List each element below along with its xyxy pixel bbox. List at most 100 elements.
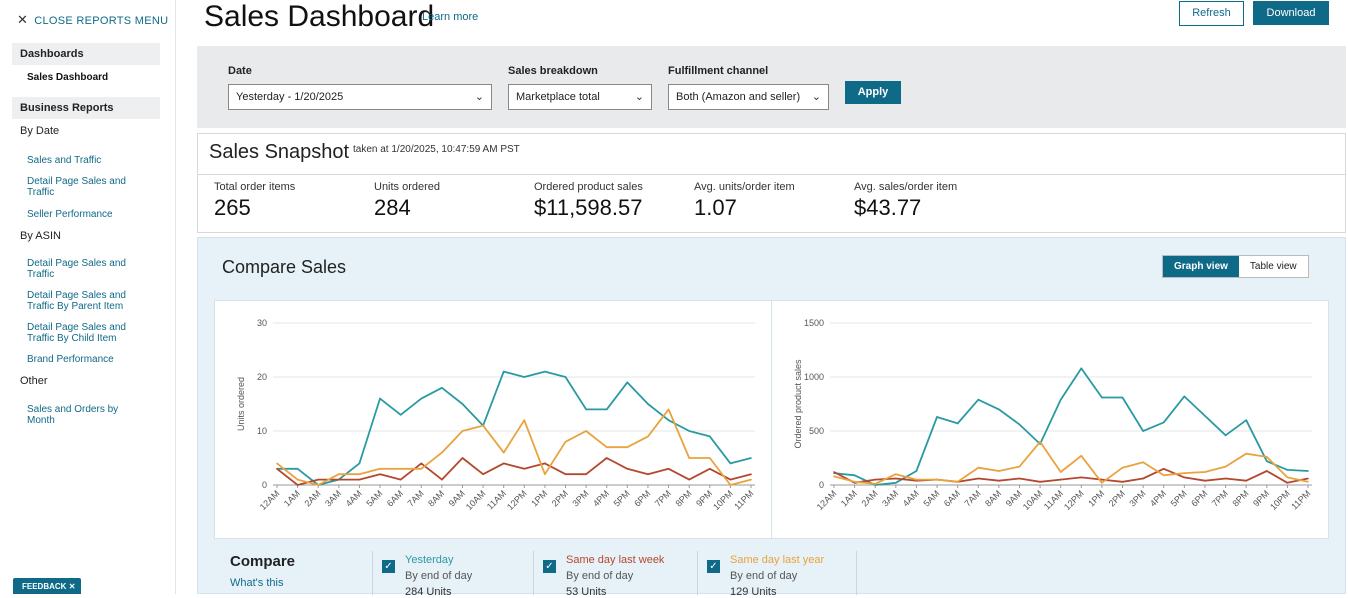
channel-select[interactable]: Both (Amazon and seller) ⌄ (668, 84, 829, 110)
metric-value: 265 (214, 195, 251, 220)
x-tick-label: 2PM (550, 488, 570, 508)
data-point (647, 435, 649, 438)
legend-title: Compare (230, 553, 296, 570)
data-point (1101, 396, 1103, 399)
x-tick-label: 12AM (258, 488, 282, 512)
sidebar-item-sales-orders-month[interactable]: Sales and Orders by Month (27, 404, 119, 426)
x-tick-label: 7AM (963, 488, 983, 508)
data-point (276, 468, 278, 470)
data-point (1080, 367, 1083, 370)
data-point (833, 471, 835, 473)
legend-sub: By end of day (405, 570, 473, 582)
checkbox-checked-icon[interactable]: ✓ (382, 560, 395, 573)
data-point (708, 435, 711, 438)
data-point (708, 468, 711, 470)
data-point (1224, 434, 1227, 437)
sidebar-item-asin-parent-item[interactable]: Detail Page Sales and Traffic By Parent … (27, 290, 126, 312)
data-point (688, 457, 690, 459)
data-point (1121, 480, 1124, 483)
data-point (502, 462, 505, 465)
data-point (441, 478, 443, 481)
graph-view-button[interactable]: Graph view (1163, 256, 1239, 277)
apply-button[interactable]: Apply (845, 81, 901, 104)
legend-sub: By end of day (566, 570, 634, 582)
close-reports-menu[interactable]: ✕ CLOSE REPORTS MENU (17, 12, 168, 28)
ordered-sales-chart: 0 500 1000 1500 Ordered product sales 12AM 1AM… (771, 300, 1329, 539)
x-tick-label: 1AM (282, 488, 302, 508)
data-point (998, 408, 1000, 411)
breakdown-select[interactable]: Marketplace total ⌄ (508, 84, 652, 110)
metric-label: Avg. sales/order item (854, 181, 958, 193)
data-point (729, 478, 732, 481)
data-point (1307, 480, 1309, 483)
x-tick-label: 10PM (1268, 488, 1292, 512)
data-point (688, 430, 690, 432)
checkbox-checked-icon[interactable]: ✓ (543, 560, 556, 573)
chevron-down-icon: ⌄ (811, 91, 821, 103)
legend-name: Same day last year (730, 554, 825, 566)
data-point (317, 484, 320, 486)
data-point (1101, 482, 1103, 484)
legend-item-last-year[interactable]: ✓ Same day last year By end of day 129 U… (697, 551, 857, 598)
x-tick-label: 2AM (859, 488, 879, 508)
data-point (895, 482, 897, 484)
y-tick-label: 1000 (804, 372, 824, 382)
x-tick-label: 6AM (385, 488, 405, 508)
sidebar-item-asin-child-item[interactable]: Detail Page Sales and Traffic By Child I… (27, 322, 126, 344)
data-point (1039, 480, 1041, 483)
data-point (1018, 477, 1021, 480)
sidebar-item-brand-performance[interactable]: Brand Performance (27, 354, 114, 365)
x-tick-label: 11AM (1042, 488, 1065, 511)
sidebar-item-detail-page-sales-traffic[interactable]: Detail Page Sales and Traffic (27, 176, 126, 198)
group-by-asin: By ASIN (20, 230, 61, 242)
data-point (1265, 456, 1268, 458)
x-tick-label: 10AM (1021, 488, 1045, 512)
x-tick-label: 4PM (591, 488, 611, 508)
legend-item-last-week[interactable]: ✓ Same day last week By end of day 53 Un… (533, 551, 697, 598)
data-point (420, 397, 423, 400)
data-point (1286, 476, 1289, 479)
metric-avg-units: Avg. units/order item 1.07 (694, 181, 795, 221)
snapshot-title: Sales Snapshot (209, 141, 350, 163)
learn-more-link[interactable]: Learn more (422, 11, 479, 23)
data-point (1039, 441, 1041, 443)
data-point (296, 468, 299, 470)
data-point (1245, 452, 1247, 455)
series-line-same-day-last-year (833, 440, 1309, 485)
legend-units: 129 Units (730, 586, 777, 598)
download-button[interactable]: Download (1253, 1, 1329, 25)
data-point (688, 478, 690, 481)
channel-label: Fulfillment channel (668, 65, 769, 77)
view-toggle: Graph view Table view (1162, 255, 1309, 278)
x-tick-label: 8AM (426, 488, 446, 508)
data-point (338, 478, 340, 481)
whats-this-link[interactable]: What's this (230, 577, 284, 589)
feedback-button[interactable]: FEEDBACK ✕ (13, 578, 81, 594)
data-point (544, 462, 546, 465)
sidebar-item-sales-dashboard[interactable]: Sales Dashboard (27, 72, 109, 83)
sidebar-item-seller-performance[interactable]: Seller Performance (27, 209, 113, 220)
data-point (895, 473, 897, 475)
metric-value: 284 (374, 195, 411, 220)
x-tick-label: 7PM (653, 488, 673, 508)
table-view-button[interactable]: Table view (1249, 261, 1297, 272)
x-tick-label: 11AM (485, 488, 508, 511)
legend-item-yesterday[interactable]: ✓ Yesterday By end of day 284 Units (372, 551, 532, 598)
date-select[interactable]: Yesterday - 1/20/2025 ⌄ (228, 84, 492, 110)
chevron-down-icon: ⌄ (474, 91, 484, 103)
checkbox-checked-icon[interactable]: ✓ (707, 560, 720, 573)
compare-sales-panel: Compare Sales Graph view Table view 0 10 2… (197, 237, 1346, 598)
y-tick-label: 500 (809, 426, 824, 436)
breakdown-label: Sales breakdown (508, 65, 598, 77)
data-point (276, 462, 278, 465)
refresh-button[interactable]: Refresh (1179, 1, 1244, 26)
sidebar-item-asin-detail-page[interactable]: Detail Page Sales and Traffic (27, 258, 126, 280)
data-point (523, 376, 526, 378)
y-tick-label: 10 (257, 426, 267, 436)
sidebar-item-sales-and-traffic[interactable]: Sales and Traffic (27, 155, 102, 166)
data-point (626, 381, 629, 384)
y-tick-label: 0 (819, 480, 824, 490)
data-point (1204, 479, 1206, 482)
feedback-label: FEEDBACK (22, 582, 67, 591)
